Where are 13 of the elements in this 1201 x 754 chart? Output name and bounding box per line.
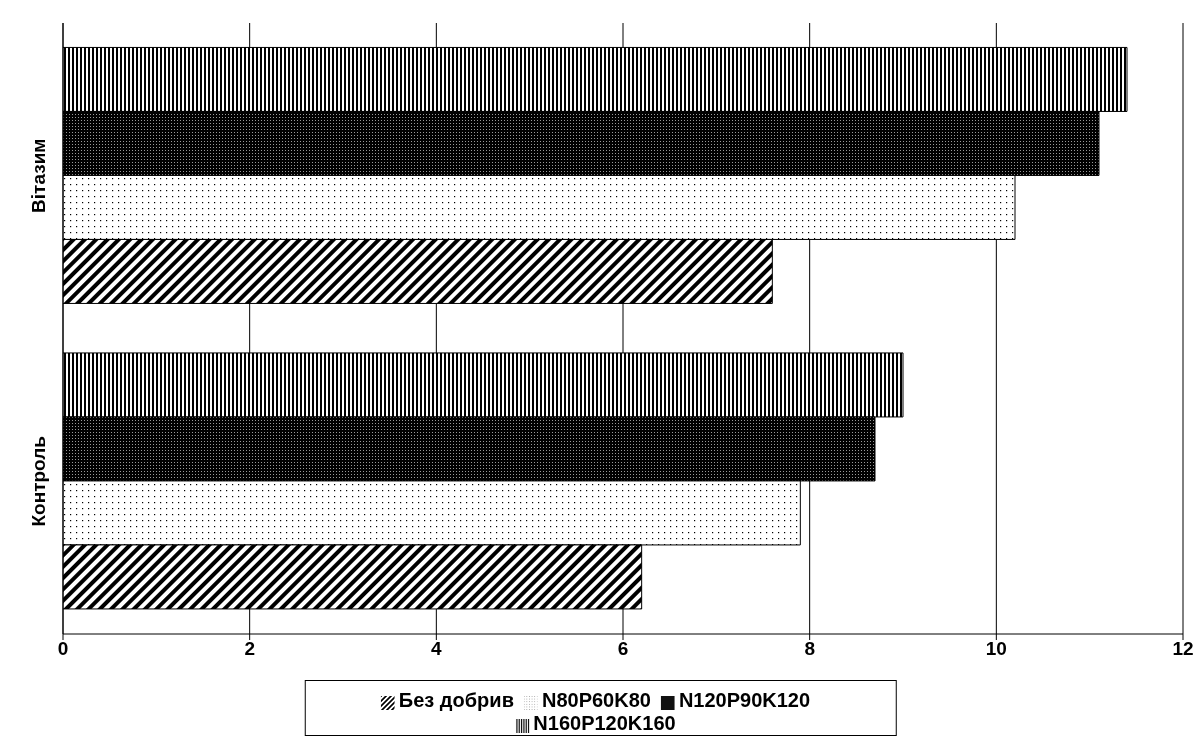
x-tick-label: 2 <box>244 638 255 660</box>
legend-label: Без добрив <box>398 689 514 711</box>
x-tick-label: 6 <box>617 638 629 660</box>
legend-label: N160P120K160 <box>533 712 676 734</box>
legend-label: N80P60K80 <box>541 689 651 711</box>
x-tick-label: 0 <box>57 638 69 660</box>
x-tick-label: 12 <box>1172 638 1194 660</box>
legend-label: N120P90K120 <box>678 689 811 711</box>
x-tick-label: 4 <box>431 638 443 660</box>
y-tick-label: Вітазим <box>28 138 49 213</box>
x-tick-label: 10 <box>985 638 1007 660</box>
y-tick-label: Контроль <box>28 436 49 527</box>
x-tick-label: 8 <box>804 638 815 660</box>
